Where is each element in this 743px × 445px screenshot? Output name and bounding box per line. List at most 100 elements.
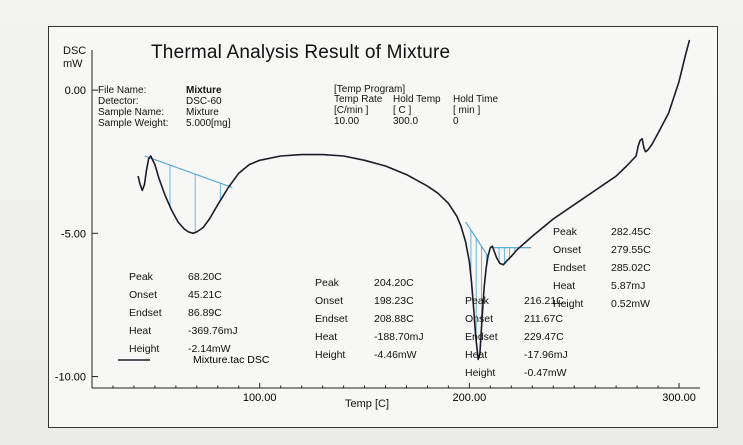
- peak-row-label: Endset: [315, 313, 348, 325]
- peak-row-endset: Endset 86.89C: [129, 304, 238, 322]
- info-label-sample-name: Sample Name:: [98, 107, 165, 118]
- peak-row-label: Onset: [315, 295, 344, 307]
- peak-row-label: Peak: [315, 277, 339, 289]
- peak-row-peak: Peak 282.45C: [553, 223, 651, 241]
- peak-row-label: Heat: [553, 280, 576, 292]
- peak-row-onset: Onset 45.21C: [129, 286, 238, 304]
- peak-row-value: 216.21C: [524, 295, 564, 307]
- peak-row-endset: Endset 285.02C: [553, 259, 651, 277]
- peak-row-peak: Peak 68.20C: [129, 268, 238, 286]
- peak-row-onset: Onset 279.55C: [553, 241, 651, 259]
- plot-frame: [48, 26, 718, 428]
- peak-row-label: Height: [465, 367, 496, 379]
- y-tick-label: 0.00: [65, 85, 86, 97]
- baseline-line: [144, 155, 233, 189]
- peak-row-label: Onset: [129, 289, 158, 301]
- peak-row-value: 5.87mJ: [611, 280, 646, 292]
- x-axis-label: Temp [C]: [345, 398, 390, 410]
- peak-row-label: Onset: [553, 244, 582, 256]
- peak-row-label: Heat: [315, 331, 338, 343]
- peak-row-onset: Onset 211.67C: [465, 310, 568, 328]
- info-values: Mixture DSC-60 Mixture 5.000[mg]: [186, 85, 230, 129]
- peak-row-heat: Heat -17.96mJ: [465, 346, 568, 364]
- peak-row-value: 211.67C: [524, 313, 563, 325]
- peak-row-label: Peak: [129, 271, 153, 283]
- info-label-file: File Name:: [98, 85, 147, 96]
- peak-row-value: 68.20C: [188, 271, 222, 283]
- peak-baselines: [144, 155, 532, 257]
- peak-row-label: Height: [315, 349, 346, 361]
- program-holdtime-label: Hold Time: [453, 94, 499, 105]
- temp-program-hold-time: Hold Time [ min ] 0: [453, 94, 498, 127]
- peak-row-peak: Peak 216.21C: [465, 292, 568, 310]
- chart-title: Thermal Analysis Result of Mixture: [151, 42, 451, 63]
- y-axis-label-dsc: DSC: [63, 45, 87, 57]
- x-tick-label: 200.00: [453, 392, 487, 404]
- peak-row-value: -4.46mW: [374, 349, 417, 361]
- peak-row-label: Endset: [129, 307, 162, 319]
- program-holdtemp-unit: [ C ]: [393, 105, 412, 116]
- peak-row-label: Peak: [465, 295, 489, 307]
- peak-row-heat: Heat -188.70mJ: [315, 328, 424, 346]
- program-rate-label: Temp Rate: [334, 94, 383, 105]
- temp-program-hold-temp: Hold Temp [ C ] 300.0: [393, 94, 441, 127]
- info-labels: File Name: Detector: Sample Name: Sample…: [98, 85, 168, 129]
- peak-row-value: 208.88C: [374, 313, 414, 325]
- dsc-curve: [137, 39, 691, 361]
- peak-hatching: [169, 165, 516, 341]
- peak-row-label: Heat: [465, 349, 488, 361]
- peak-row-value: 285.02C: [611, 262, 651, 274]
- info-label-detector: Detector:: [98, 96, 139, 107]
- legend: Mixture.tac DSC: [118, 354, 270, 366]
- dsc-curve-group: [137, 39, 691, 361]
- peak-row-label: Height: [553, 298, 584, 310]
- peak-row-value: 279.55C: [611, 244, 651, 256]
- peak-row-value: 198.23C: [374, 295, 414, 307]
- baseline-line: [465, 221, 489, 257]
- peak-row-value: -0.47mW: [524, 367, 567, 379]
- peak-row-heat: Heat -369.76mJ: [129, 322, 238, 340]
- peak-row-height: Height 0.52mW: [553, 295, 651, 313]
- peak-table-2: Peak 204.20C Onset 198.23C Endset 208.88C Heat…: [315, 274, 424, 364]
- peak-row-label: Height: [129, 343, 160, 355]
- peak-row-height: Height -4.46mW: [315, 346, 424, 364]
- program-rate-value: 10.00: [334, 116, 360, 127]
- peak-row-peak: Peak 204.20C: [315, 274, 424, 292]
- peak-row-onset: Onset 198.23C: [315, 292, 424, 310]
- legend-label: Mixture.tac DSC: [193, 354, 270, 366]
- program-holdtemp-value: 300.0: [393, 116, 419, 127]
- peak-row-endset: Endset 229.47C: [465, 328, 568, 346]
- peak-row-label: Endset: [553, 262, 586, 274]
- x-tick-label: 300.00: [662, 392, 696, 404]
- peak-row-value: -369.76mJ: [188, 325, 238, 337]
- peak-row-endset: Endset 208.88C: [315, 310, 424, 328]
- peak-row-value: 45.21C: [188, 289, 222, 301]
- peak-row-value: 204.20C: [374, 277, 414, 289]
- peak-row-height: Height -0.47mW: [465, 364, 568, 382]
- peak-row-label: Onset: [465, 313, 494, 325]
- info-label-sample-weight: Sample Weight:: [98, 118, 169, 129]
- y-tick-label: -5.00: [61, 228, 86, 240]
- program-rate-unit: [C/min ]: [334, 105, 369, 116]
- info-value-detector: DSC-60: [186, 96, 222, 107]
- peak-row-value: -2.14mW: [188, 343, 231, 355]
- peak-row-value: 0.52mW: [611, 298, 651, 310]
- peak-row-value: 229.47C: [524, 331, 564, 343]
- peak-row-label: Heat: [129, 325, 152, 337]
- peak-row-value: 86.89C: [188, 307, 222, 319]
- peak-table-1: Peak 68.20C Onset 45.21C Endset 86.89C Heat -36…: [129, 268, 238, 358]
- temp-program-rate: Temp Rate [C/min ] 10.00: [334, 94, 382, 127]
- peak-row-value: 282.45C: [611, 226, 651, 238]
- program-holdtime-value: 0: [453, 116, 459, 127]
- program-holdtime-unit: [ min ]: [453, 105, 481, 116]
- peak-row-value: -188.70mJ: [374, 331, 424, 343]
- y-tick-label: -10.00: [55, 372, 86, 384]
- peak-row-label: Endset: [465, 331, 498, 343]
- info-value-file: Mixture: [186, 85, 222, 96]
- peak-row-height: Height -2.14mW: [129, 340, 238, 358]
- x-tick-label: 100.00: [243, 392, 277, 404]
- peak-row-label: Peak: [553, 226, 577, 238]
